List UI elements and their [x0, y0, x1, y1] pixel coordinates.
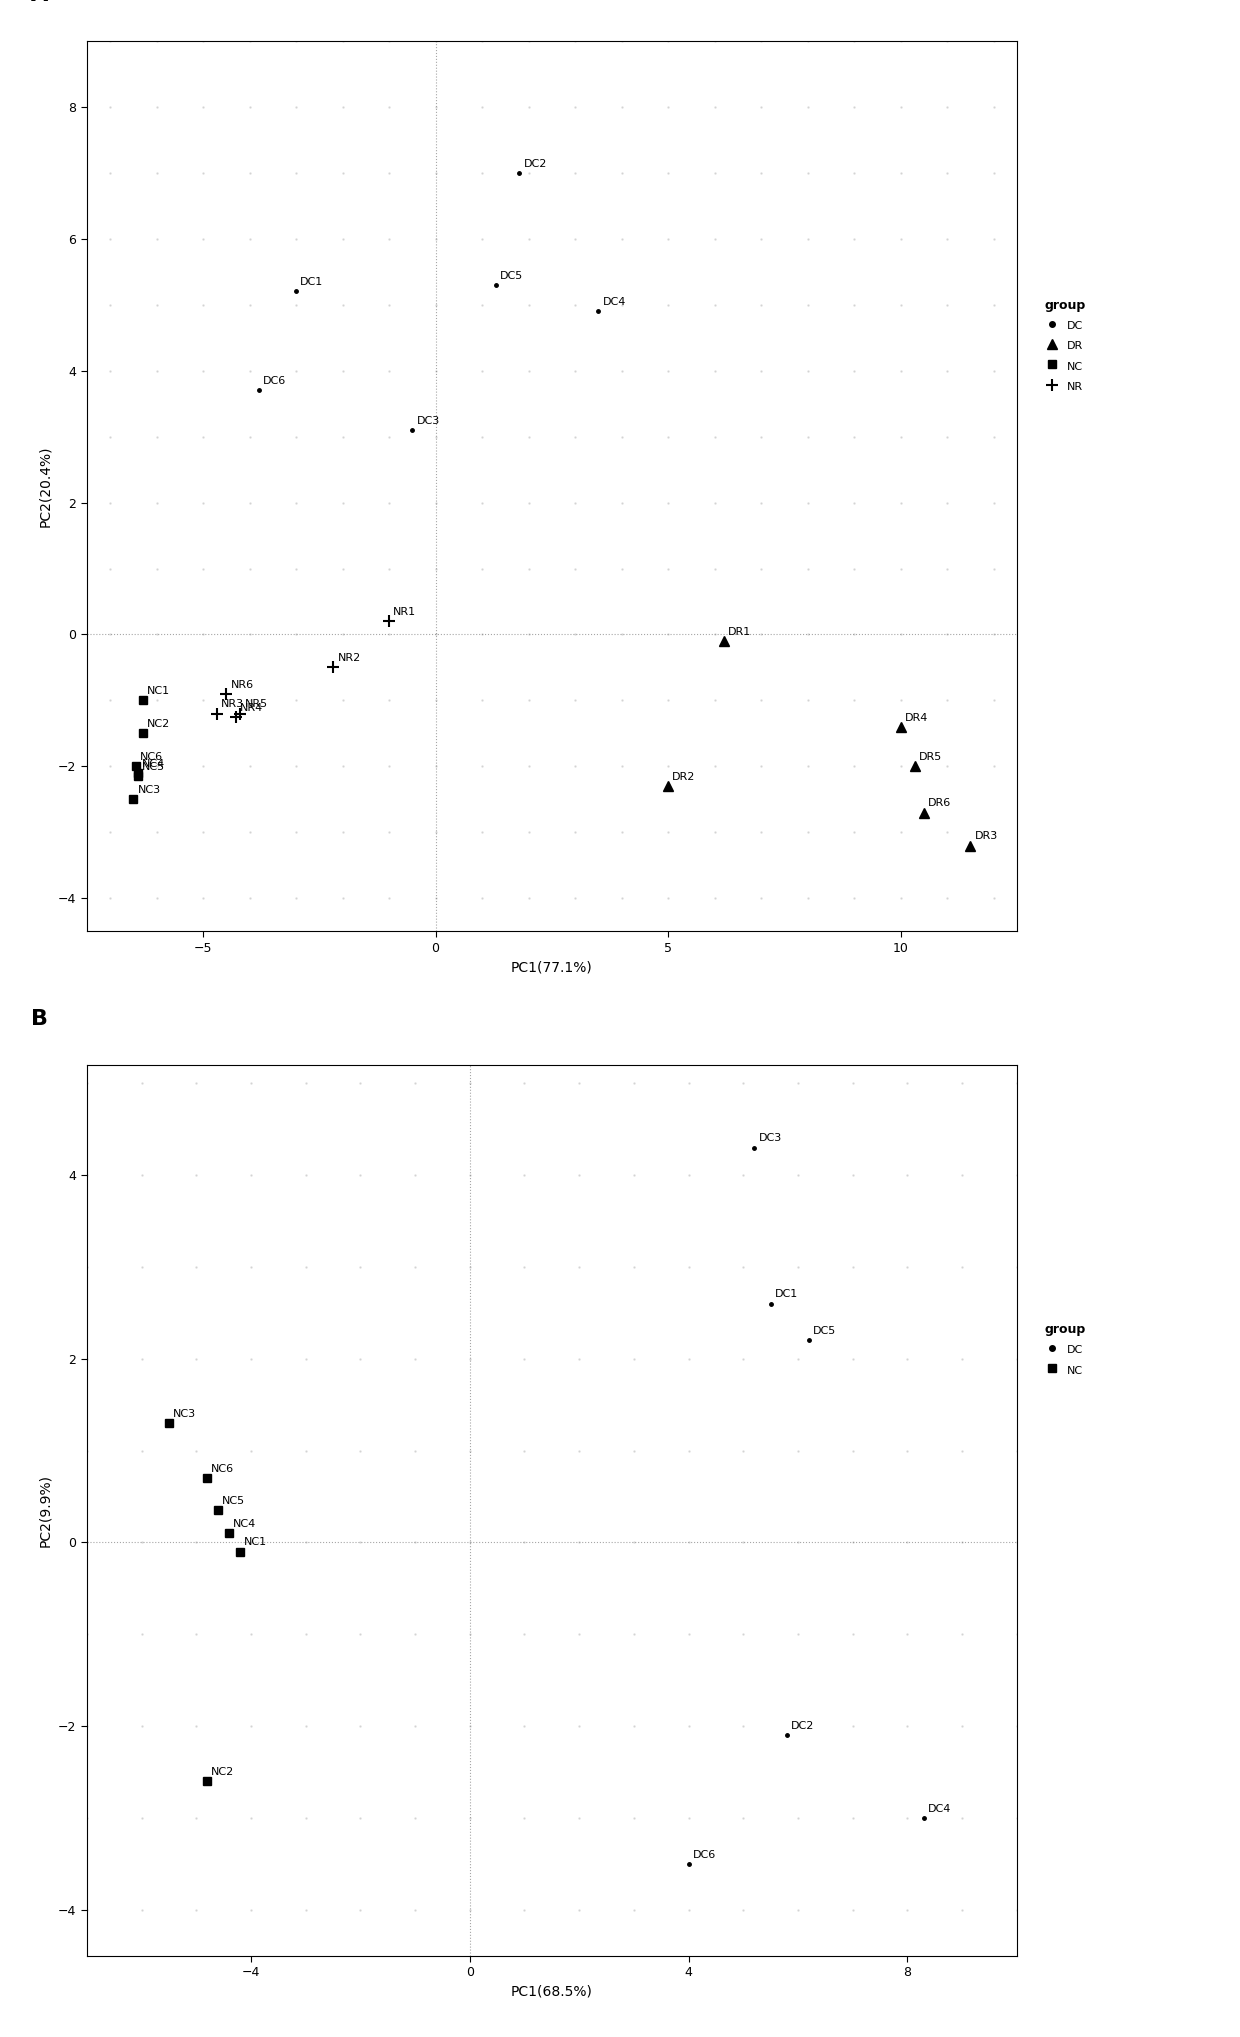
- Text: NR2: NR2: [337, 654, 361, 664]
- Text: DC4: DC4: [928, 1803, 951, 1813]
- Text: DC3: DC3: [417, 416, 440, 426]
- Text: DR3: DR3: [975, 831, 998, 841]
- Text: NC1: NC1: [146, 686, 170, 697]
- X-axis label: PC1(77.1%): PC1(77.1%): [511, 959, 593, 974]
- Text: DR4: DR4: [905, 713, 928, 723]
- Text: DC2: DC2: [791, 1721, 815, 1731]
- Text: NC4: NC4: [143, 760, 165, 768]
- Text: DC2: DC2: [523, 159, 547, 169]
- Text: DC1: DC1: [300, 277, 324, 287]
- Legend: DC, NC: DC, NC: [1040, 1320, 1089, 1379]
- Text: NR3: NR3: [221, 699, 244, 709]
- Text: A: A: [31, 0, 48, 6]
- Text: NC6: NC6: [140, 752, 162, 762]
- X-axis label: PC1(68.5%): PC1(68.5%): [511, 1984, 593, 1998]
- Text: DR2: DR2: [672, 772, 696, 782]
- Text: NC2: NC2: [211, 1766, 234, 1776]
- Text: NC2: NC2: [146, 719, 170, 729]
- Text: NR4: NR4: [239, 703, 263, 713]
- Text: DR5: DR5: [919, 752, 942, 762]
- Text: NC1: NC1: [244, 1538, 268, 1548]
- Text: NR1: NR1: [393, 607, 417, 617]
- Text: NR5: NR5: [244, 699, 268, 709]
- Text: NC6: NC6: [211, 1465, 234, 1475]
- Text: DC5: DC5: [500, 271, 523, 281]
- Text: NC3: NC3: [174, 1410, 196, 1420]
- Text: DC5: DC5: [813, 1326, 836, 1336]
- Text: DC4: DC4: [603, 297, 626, 308]
- Y-axis label: PC2(9.9%): PC2(9.9%): [38, 1473, 52, 1546]
- Text: DC6: DC6: [693, 1850, 715, 1860]
- Legend: DC, DR, NC, NR: DC, DR, NC, NR: [1040, 295, 1089, 397]
- Text: DC3: DC3: [759, 1133, 781, 1143]
- Text: DR1: DR1: [728, 627, 751, 638]
- Text: NR6: NR6: [231, 680, 254, 691]
- Text: NC3: NC3: [138, 784, 161, 794]
- Text: DR6: DR6: [928, 799, 951, 809]
- Text: DC1: DC1: [775, 1289, 799, 1300]
- Text: NC5: NC5: [222, 1495, 246, 1505]
- Text: B: B: [31, 1008, 48, 1029]
- Text: NC5: NC5: [143, 762, 165, 772]
- Text: NC4: NC4: [233, 1520, 257, 1530]
- Y-axis label: PC2(20.4%): PC2(20.4%): [38, 446, 52, 528]
- Text: DC6: DC6: [263, 377, 286, 387]
